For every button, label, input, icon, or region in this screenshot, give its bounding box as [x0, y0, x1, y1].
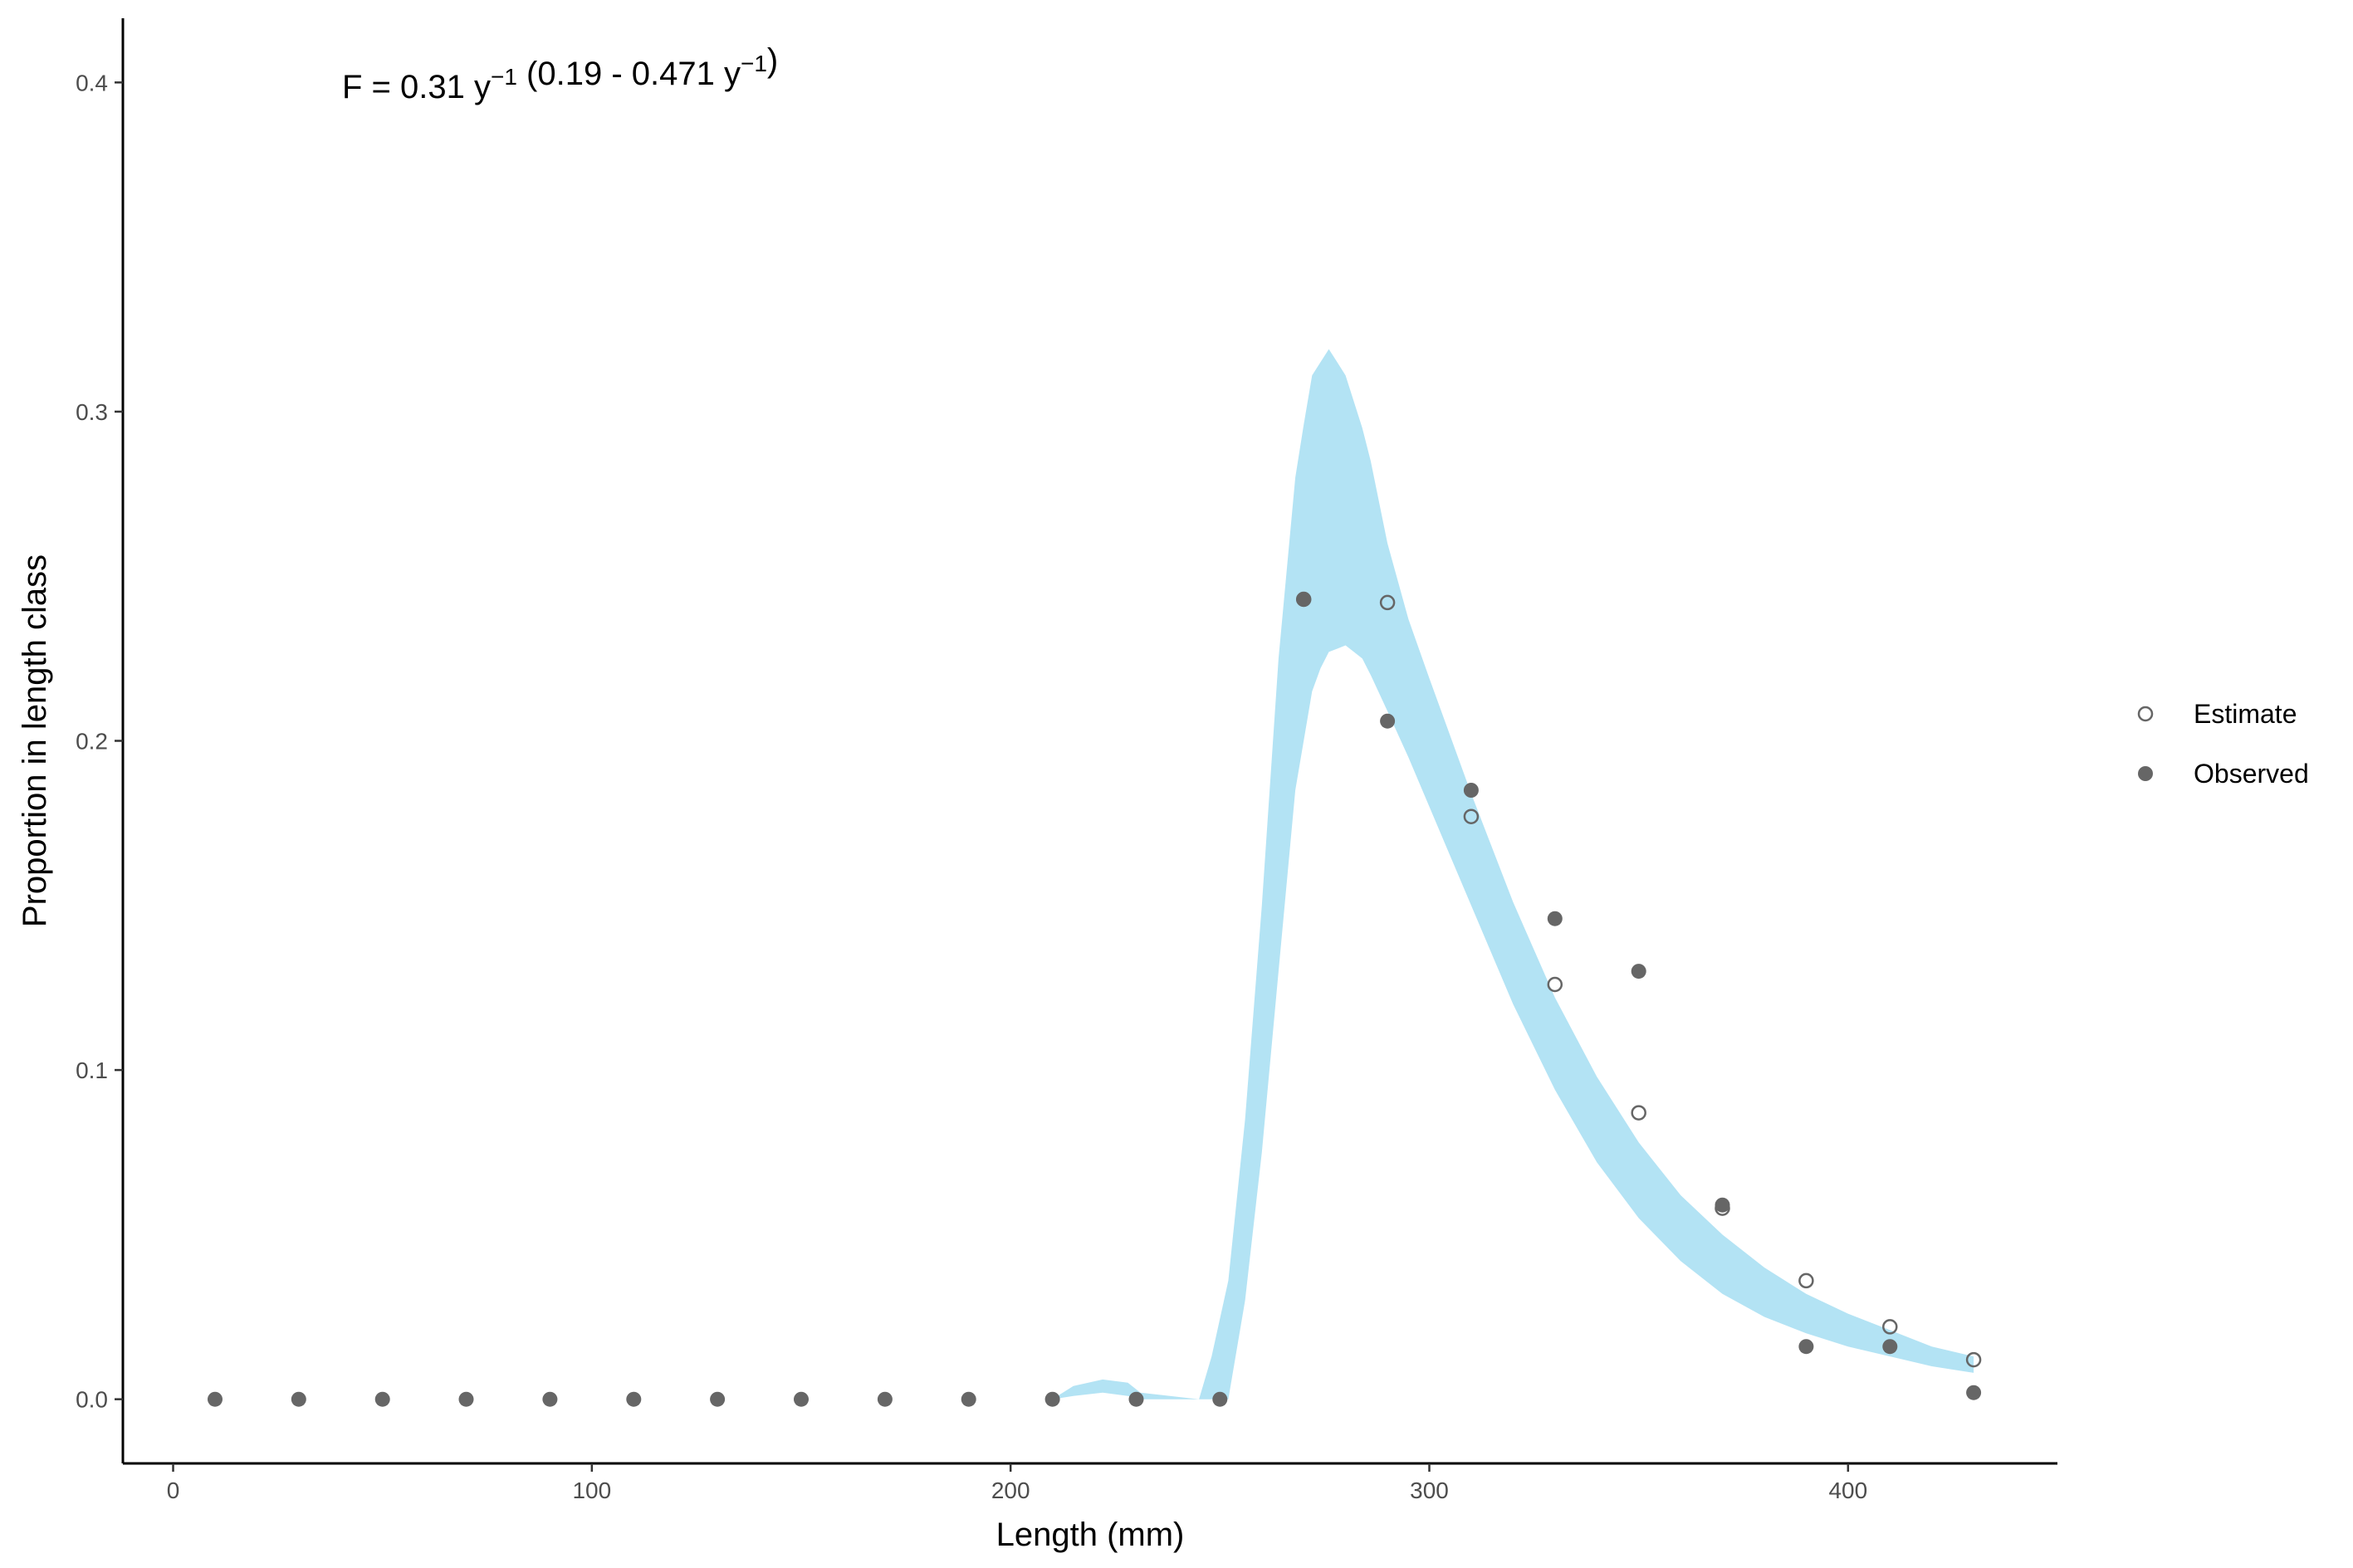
y-tick-label: 0.0	[76, 1387, 108, 1413]
confidence-ribbon	[884, 349, 1974, 1399]
observed-point	[961, 1391, 976, 1407]
x-tick-label: 200	[991, 1478, 1030, 1503]
x-tick-label: 0	[167, 1478, 180, 1503]
mortality-annotation: F = 0.31 y−1 (0.19 - 0.471 y−1)	[342, 42, 778, 105]
legend-key-estimate	[2137, 706, 2154, 722]
x-axis-title: Length (mm)	[996, 1517, 1185, 1553]
observed-point	[208, 1391, 223, 1407]
observed-point	[1715, 1197, 1730, 1213]
observed-point	[877, 1391, 893, 1407]
x-tick-label: 400	[1828, 1478, 1867, 1503]
legend-key-observed	[2138, 766, 2153, 781]
y-tick-label: 0.2	[76, 729, 108, 755]
observed-point	[291, 1391, 306, 1407]
observed-point	[1882, 1339, 1898, 1355]
estimate-point	[1463, 808, 1480, 824]
observed-point	[1044, 1391, 1060, 1407]
estimate-point	[1631, 1105, 1646, 1121]
observed-point	[1547, 911, 1563, 926]
observed-point	[1463, 783, 1479, 798]
y-tick-label: 0.3	[76, 399, 108, 425]
estimate-point	[1882, 1319, 1898, 1335]
legend: Estimate Observed	[2137, 699, 2309, 789]
estimate-point	[1379, 594, 1396, 611]
estimate-point	[1547, 976, 1563, 993]
observed-point	[1966, 1385, 1982, 1400]
axes-layer: 0 100 200 300 400 0.0 0.1 0.2 0.3 0.4	[76, 18, 2057, 1503]
observed-point	[710, 1391, 726, 1407]
legend-label-observed: Observed	[2194, 759, 2309, 789]
x-tick-label: 300	[1410, 1478, 1449, 1503]
estimate-point	[1965, 1351, 1982, 1368]
observed-point	[1631, 964, 1646, 979]
observed-point	[1380, 713, 1396, 729]
observed-point	[794, 1391, 809, 1407]
y-tick-label: 0.1	[76, 1058, 108, 1083]
observed-point	[374, 1391, 390, 1407]
y-tick-label: 0.4	[76, 70, 108, 95]
estimate-point	[1798, 1272, 1814, 1289]
legend-label-estimate: Estimate	[2194, 699, 2297, 729]
observed-point	[1212, 1391, 1228, 1407]
observed-point	[542, 1391, 558, 1407]
observed-point	[1798, 1339, 1814, 1355]
x-tick-label: 100	[572, 1478, 611, 1503]
confidence-ribbon-layer	[884, 349, 1974, 1399]
observed-point	[1296, 592, 1312, 607]
points-layer	[208, 591, 1982, 1407]
y-axis-title: Proportion in length class	[17, 554, 53, 927]
observed-point	[1128, 1391, 1144, 1407]
observed-point	[458, 1391, 474, 1407]
observed-point	[626, 1391, 642, 1407]
